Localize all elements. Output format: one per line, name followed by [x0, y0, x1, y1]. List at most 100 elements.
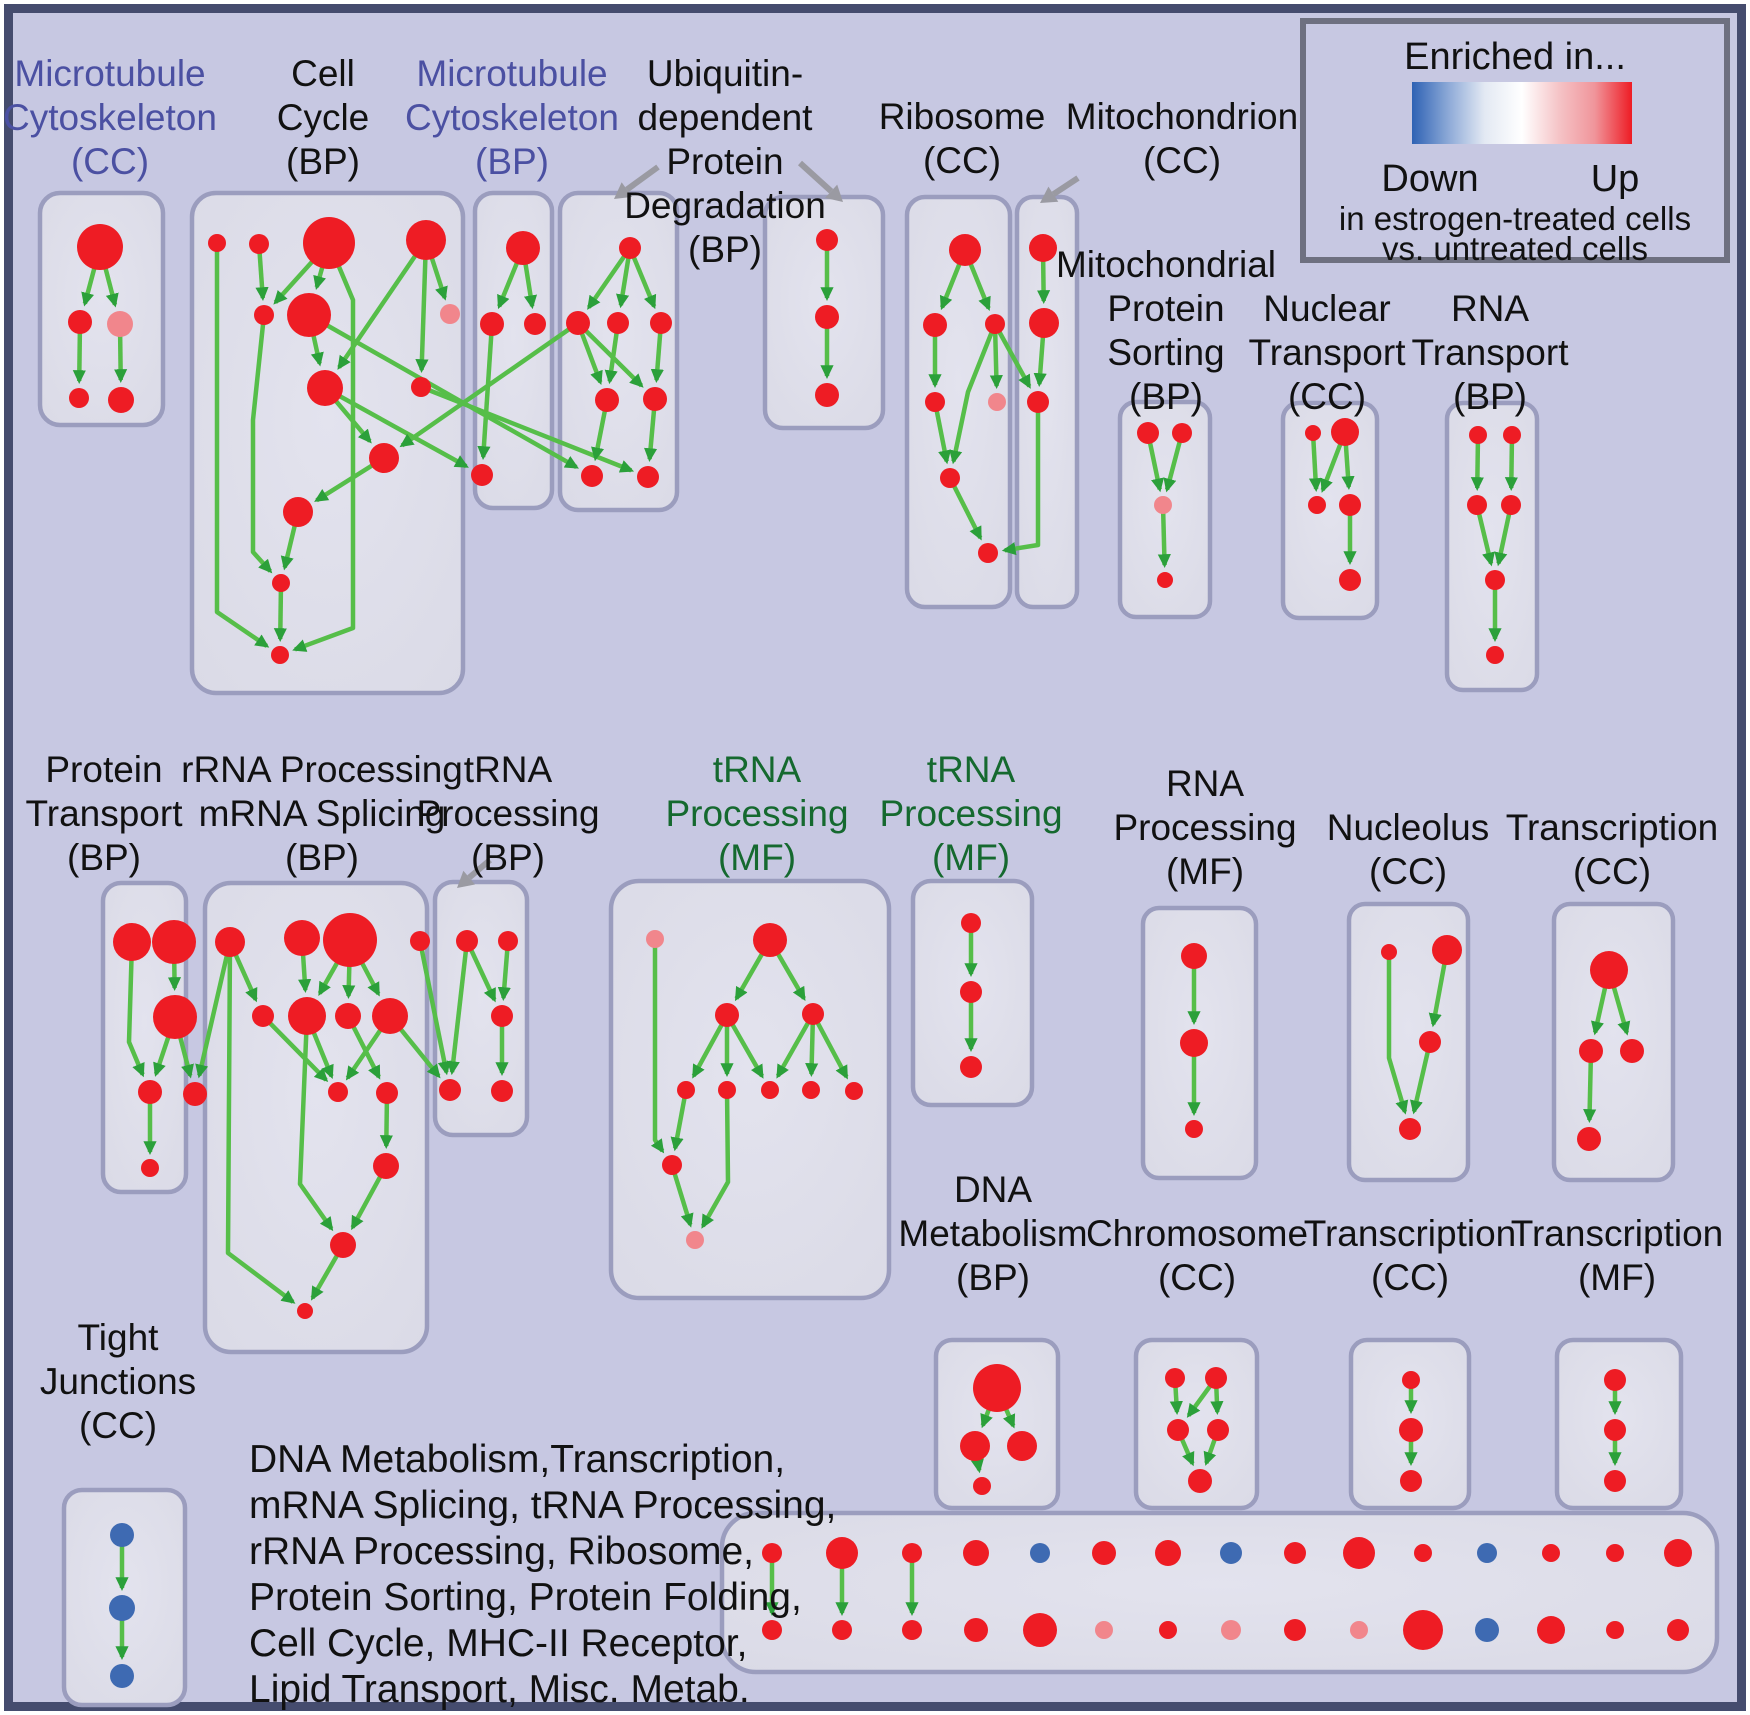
go-term-node-rr5 — [252, 1005, 274, 1027]
go-term-node-m6 — [718, 1081, 736, 1099]
edge-c4-c9 — [415, 239, 429, 374]
cluster-box-rna-transport — [1444, 400, 1540, 693]
legend-title: Enriched in... — [1404, 36, 1626, 78]
go-term-node-gt7 — [1155, 1540, 1181, 1566]
go-term-node-rr6 — [288, 997, 326, 1035]
go-term-node-gt3 — [902, 1543, 922, 1563]
go-term-node-r3 — [1467, 495, 1487, 515]
go-term-node-u2 — [1432, 935, 1462, 965]
go-term-node-rb5 — [988, 393, 1006, 411]
edge-ub1-ub2 — [586, 246, 632, 310]
cluster-box-dna-metabolism — [933, 1337, 1061, 1511]
go-term-node-d3 — [1007, 1431, 1037, 1461]
go-term-node-p6 — [141, 1159, 159, 1177]
go-term-node-r1 — [1469, 426, 1487, 444]
go-term-node-gb11 — [1403, 1610, 1443, 1650]
edge-rr1-rr13 — [225, 941, 296, 1304]
go-term-node-gb4 — [964, 1618, 988, 1642]
go-term-node-ub4 — [650, 312, 672, 334]
go-term-node-tb1 — [456, 930, 478, 952]
footnote-line: Lipid Transport, Misc. Metab. — [249, 1668, 750, 1711]
go-term-node-ub7 — [581, 465, 603, 487]
go-term-node-a5 — [108, 387, 134, 413]
go-term-node-gt12 — [1477, 1543, 1497, 1563]
edge-c8-mb4 — [323, 386, 469, 469]
go-term-node-c8 — [307, 370, 343, 406]
edge-m4-m7 — [775, 1012, 815, 1079]
edge-m4-m9 — [811, 1012, 849, 1080]
go-term-node-tb5 — [491, 1080, 513, 1102]
go-term-node-gt10 — [1343, 1537, 1375, 1569]
go-term-node-m4 — [802, 1003, 824, 1025]
go-term-node-p5 — [183, 1082, 207, 1106]
go-term-node-rb7 — [978, 543, 998, 563]
go-term-node-c12 — [272, 574, 290, 592]
misc-categories-text: DNA Metabolism,Transcription, mRNA Splic… — [249, 1437, 836, 1713]
pointer-arrow-head-to-microtubule-bp — [614, 182, 633, 199]
go-term-node-rr10 — [376, 1082, 398, 1104]
go-term-node-c9 — [411, 377, 431, 397]
go-term-node-gb8 — [1221, 1620, 1241, 1640]
edge-c3-c13 — [292, 242, 356, 652]
go-term-node-c5 — [254, 305, 274, 325]
edge-rb6-rb7 — [947, 476, 983, 541]
edge-c5-c12 — [250, 314, 273, 574]
go-term-node-gt13 — [1542, 1544, 1560, 1562]
go-term-node-c4 — [406, 220, 446, 260]
go-term-node-gt11 — [1414, 1544, 1432, 1562]
go-term-node-a4 — [69, 388, 89, 408]
go-term-node-m11 — [686, 1231, 704, 1249]
go-term-node-d1 — [973, 1364, 1021, 1412]
cluster-box-nuclear-transport — [1280, 400, 1380, 621]
legend-subtitle-1: in estrogen-treated cells — [1338, 200, 1692, 237]
go-term-node-x2 — [1399, 1418, 1423, 1442]
footnote-line: Cell Cycle, MHC-II Receptor, — [249, 1622, 748, 1665]
go-term-node-rr13 — [297, 1303, 313, 1319]
go-term-node-rb1 — [949, 234, 981, 266]
go-term-node-tb3 — [491, 1005, 513, 1027]
edge-tb1-tb4 — [446, 940, 470, 1076]
footnote-line: DNA Metabolism,Transcription, — [249, 1438, 786, 1481]
go-term-node-s1 — [1137, 422, 1159, 444]
edge-mt3-rb7 — [1001, 402, 1041, 556]
go-term-node-gb15 — [1667, 1619, 1689, 1641]
go-term-node-j3 — [110, 1664, 134, 1688]
legend-subtitle-2: vs. untreated cells — [1382, 230, 1648, 267]
go-term-node-gt4 — [963, 1540, 989, 1566]
go-term-node-v3 — [1185, 1120, 1203, 1138]
legend: Enriched in... Down Up in estrogen-treat… — [1300, 18, 1730, 267]
go-term-node-rr8 — [372, 998, 408, 1034]
go-term-node-q2 — [960, 981, 982, 1003]
go-term-node-gb12 — [1475, 1618, 1499, 1642]
go-term-node-w3 — [1620, 1039, 1644, 1063]
edge-rb3-mt3 — [993, 322, 1032, 389]
go-term-node-rr3 — [323, 913, 377, 967]
cluster-box-transcription-cc-mid — [1551, 901, 1676, 1183]
go-term-node-r2 — [1503, 426, 1521, 444]
edge-mb2-mb4 — [477, 323, 495, 461]
go-term-node-h4 — [1207, 1419, 1229, 1441]
go-term-node-v1 — [1181, 943, 1207, 969]
go-term-node-ub8 — [637, 466, 659, 488]
go-term-node-gb9 — [1284, 1619, 1306, 1641]
pointer-arrow-line-to-trna-bp — [467, 857, 492, 880]
go-term-node-n2 — [1331, 418, 1359, 446]
go-term-node-d4 — [973, 1477, 991, 1495]
go-term-node-gb13 — [1537, 1616, 1565, 1644]
go-term-node-v2 — [1180, 1029, 1208, 1057]
go-term-node-d2 — [960, 1431, 990, 1461]
go-term-node-gb6 — [1095, 1621, 1113, 1639]
go-term-node-x3 — [1400, 1470, 1422, 1492]
go-term-node-c3 — [303, 217, 355, 269]
go-term-node-m3 — [715, 1003, 739, 1027]
pointer-arrow-head-to-ubiquitin-chain — [825, 184, 843, 202]
go-term-node-rb6 — [940, 468, 960, 488]
go-term-node-c10 — [369, 443, 399, 473]
go-term-node-w4 — [1577, 1127, 1601, 1151]
go-term-node-r6 — [1486, 646, 1504, 664]
go-term-node-m9 — [845, 1082, 863, 1100]
go-term-node-gb10 — [1350, 1621, 1368, 1639]
go-term-node-c7 — [440, 304, 460, 324]
go-term-node-a3 — [107, 311, 133, 337]
edge-m10-m11 — [669, 1164, 694, 1228]
